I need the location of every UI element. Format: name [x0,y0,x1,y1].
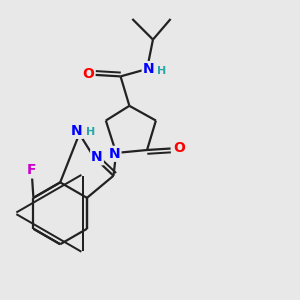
Text: N: N [71,124,83,138]
Text: O: O [82,67,94,81]
Text: N: N [109,147,121,161]
Text: N: N [91,150,103,164]
Text: F: F [27,164,37,178]
Text: H: H [86,127,95,137]
Text: N: N [143,62,154,76]
Text: H: H [157,66,167,76]
Text: O: O [173,141,185,155]
